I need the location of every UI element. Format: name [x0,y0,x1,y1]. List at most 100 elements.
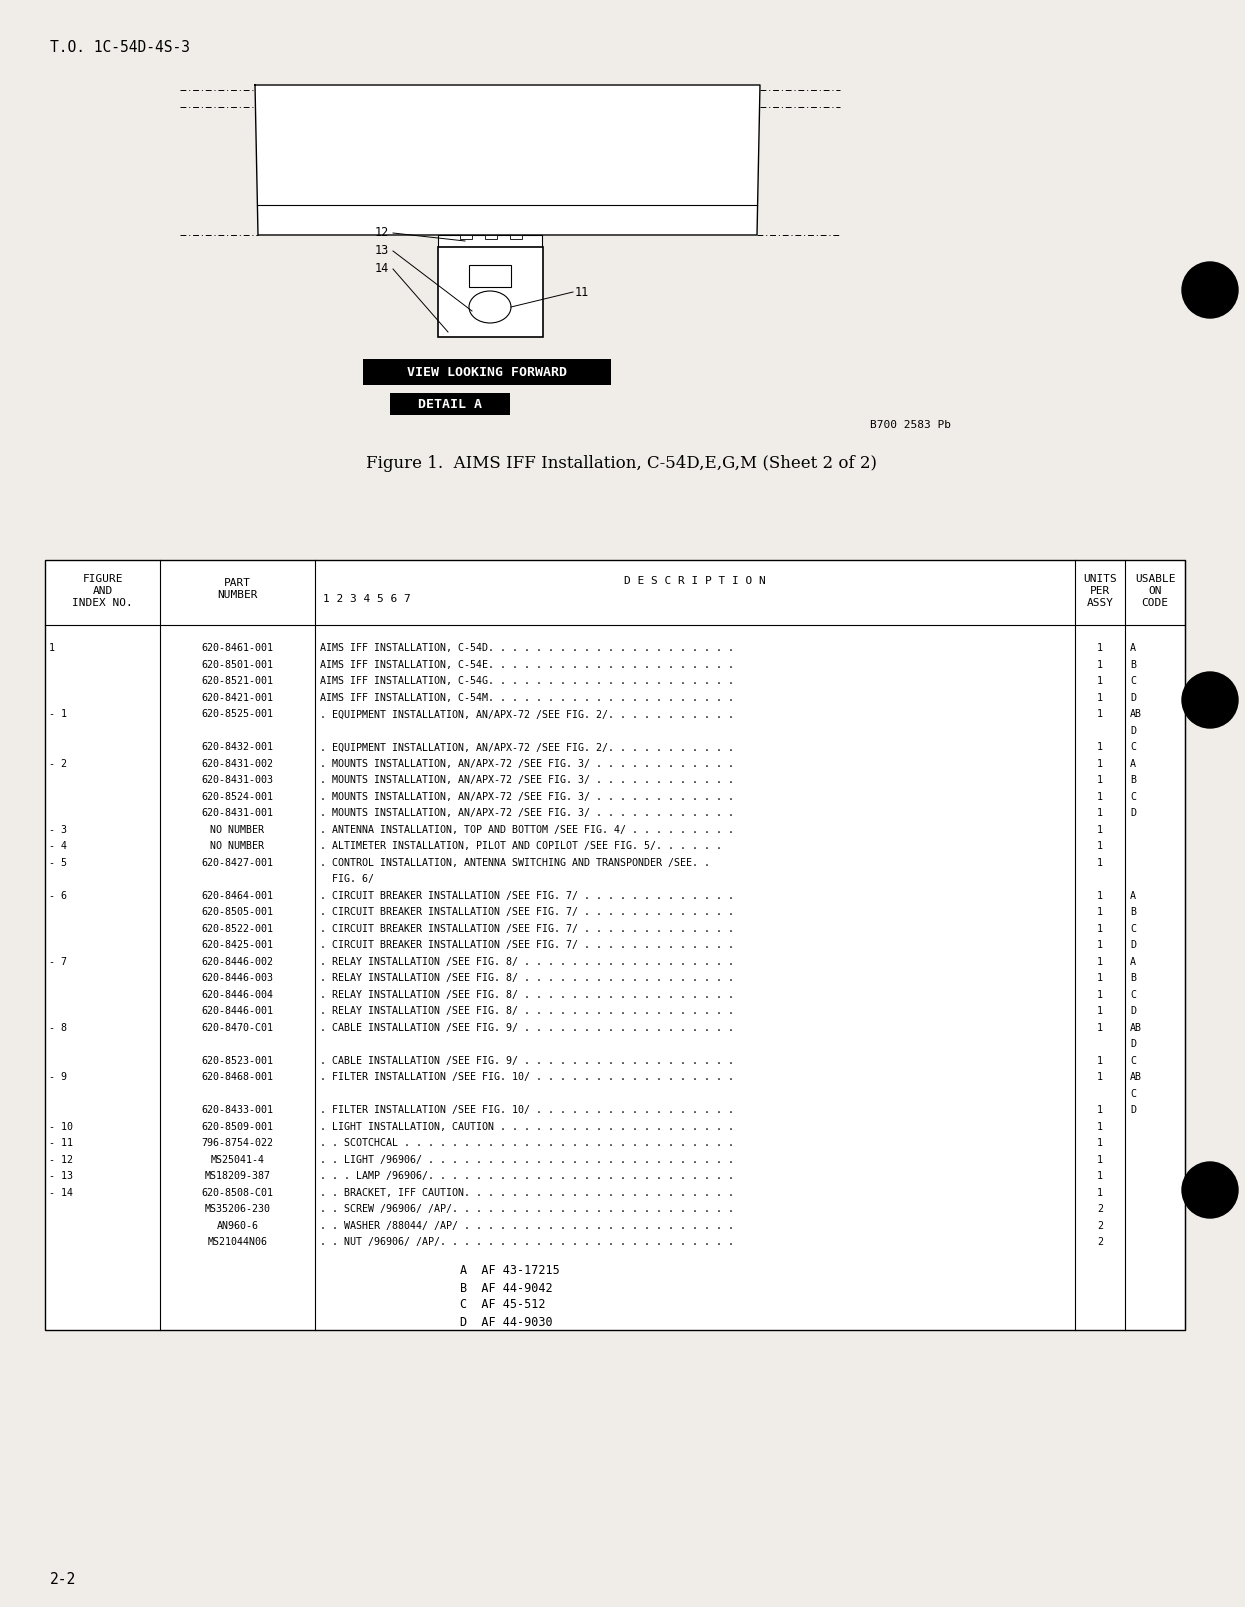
Text: - 3: - 3 [49,824,67,834]
Text: - 11: - 11 [49,1138,73,1149]
Text: C: C [1130,677,1135,686]
Circle shape [1182,1162,1238,1218]
Text: . CIRCUIT BREAKER INSTALLATION /SEE FIG. 7/ . . . . . . . . . . . . .: . CIRCUIT BREAKER INSTALLATION /SEE FIG.… [320,940,735,950]
Bar [459,235,472,239]
Text: 620-8509-001: 620-8509-001 [202,1122,274,1131]
Bar [364,358,611,386]
Text: A: A [1130,890,1135,902]
Text: 620-8446-004: 620-8446-004 [202,990,274,1000]
Text: 620-8431-002: 620-8431-002 [202,759,274,768]
Text: NUMBER: NUMBER [217,590,258,599]
Text: AB: AB [1130,709,1142,720]
Text: 1: 1 [1097,974,1103,983]
Text: B: B [1130,974,1135,983]
Polygon shape [255,85,759,235]
Text: A: A [1130,759,1135,768]
Text: 1: 1 [1097,709,1103,720]
Text: ASSY: ASSY [1087,598,1113,607]
Text: - 10: - 10 [49,1122,73,1131]
Text: . . LIGHT /96906/ . . . . . . . . . . . . . . . . . . . . . . . . . .: . . LIGHT /96906/ . . . . . . . . . . . … [320,1155,735,1165]
Text: 1 2 3 4 5 6 7: 1 2 3 4 5 6 7 [322,595,411,604]
Text: 620-8470-C01: 620-8470-C01 [202,1022,274,1033]
Text: . CONTROL INSTALLATION, ANTENNA SWITCHING AND TRANSPONDER /SEE. .: . CONTROL INSTALLATION, ANTENNA SWITCHIN… [320,858,710,868]
Text: 620-8508-C01: 620-8508-C01 [202,1188,274,1197]
Text: 12: 12 [375,227,390,239]
Bar [438,235,542,247]
Bar [469,265,510,288]
Text: 620-8461-001: 620-8461-001 [202,643,274,654]
Text: 620-8446-002: 620-8446-002 [202,956,274,967]
Text: - 5: - 5 [49,858,67,868]
Text: 620-8432-001: 620-8432-001 [202,742,274,752]
Text: T.O. 1C-54D-4S-3: T.O. 1C-54D-4S-3 [50,40,190,55]
Text: VIEW LOOKING FORWARD: VIEW LOOKING FORWARD [407,365,566,379]
Text: AIMS IFF INSTALLATION, C-54G. . . . . . . . . . . . . . . . . . . . .: AIMS IFF INSTALLATION, C-54G. . . . . . … [320,677,735,686]
Text: A: A [1130,956,1135,967]
Text: 14: 14 [375,262,390,275]
Text: B: B [1130,775,1135,786]
Text: . ALTIMETER INSTALLATION, PILOT AND COPILOT /SEE FIG. 5/. . . . . .: . ALTIMETER INSTALLATION, PILOT AND COPI… [320,840,722,852]
Text: . . SCOTCHCAL . . . . . . . . . . . . . . . . . . . . . . . . . . . .: . . SCOTCHCAL . . . . . . . . . . . . . … [320,1138,735,1149]
Bar [45,559,1185,1331]
Text: C  AF 45-512: C AF 45-512 [459,1298,545,1311]
Text: 1: 1 [1097,824,1103,834]
Text: 1: 1 [1097,775,1103,786]
Text: MS25041-4: MS25041-4 [210,1155,264,1165]
Text: . FILTER INSTALLATION /SEE FIG. 10/ . . . . . . . . . . . . . . . . .: . FILTER INSTALLATION /SEE FIG. 10/ . . … [320,1072,735,1082]
Text: Figure 1.  AIMS IFF Installation, C-54D,E,G,M (Sheet 2 of 2): Figure 1. AIMS IFF Installation, C-54D,E… [366,455,878,472]
Text: AN960-6: AN960-6 [217,1221,259,1231]
Bar [510,235,522,239]
Text: . . . LAMP /96906/. . . . . . . . . . . . . . . . . . . . . . . . . .: . . . LAMP /96906/. . . . . . . . . . . … [320,1172,735,1181]
Text: 1: 1 [1097,759,1103,768]
Text: 1: 1 [1097,890,1103,902]
Text: 1: 1 [1097,940,1103,950]
Text: 1: 1 [1097,1122,1103,1131]
Text: 1: 1 [1097,677,1103,686]
Text: D: D [1130,808,1135,818]
Text: . LIGHT INSTALLATION, CAUTION . . . . . . . . . . . . . . . . . . . .: . LIGHT INSTALLATION, CAUTION . . . . . … [320,1122,735,1131]
Text: 2: 2 [1097,1221,1103,1231]
Text: 1: 1 [1097,1172,1103,1181]
Text: 620-8427-001: 620-8427-001 [202,858,274,868]
Text: - 14: - 14 [49,1188,73,1197]
Text: . RELAY INSTALLATION /SEE FIG. 8/ . . . . . . . . . . . . . . . . . .: . RELAY INSTALLATION /SEE FIG. 8/ . . . … [320,956,735,967]
Text: AB: AB [1130,1022,1142,1033]
Text: - 12: - 12 [49,1155,73,1165]
Text: 1: 1 [1097,840,1103,852]
Text: . . NUT /96906/ /AP/. . . . . . . . . . . . . . . . . . . . . . . . .: . . NUT /96906/ /AP/. . . . . . . . . . … [320,1237,735,1247]
Text: PART: PART [224,579,251,588]
Text: D: D [1130,940,1135,950]
Text: 1: 1 [1097,660,1103,670]
Text: 620-8431-003: 620-8431-003 [202,775,274,786]
Text: . CIRCUIT BREAKER INSTALLATION /SEE FIG. 7/ . . . . . . . . . . . . .: . CIRCUIT BREAKER INSTALLATION /SEE FIG.… [320,908,735,918]
Text: 620-8431-001: 620-8431-001 [202,808,274,818]
Text: 2: 2 [1097,1237,1103,1247]
Text: C: C [1130,1090,1135,1099]
Text: 1: 1 [1097,1072,1103,1082]
Text: . ANTENNA INSTALLATION, TOP AND BOTTOM /SEE FIG. 4/ . . . . . . . . .: . ANTENNA INSTALLATION, TOP AND BOTTOM /… [320,824,735,834]
Text: CODE: CODE [1142,598,1169,607]
Text: . CABLE INSTALLATION /SEE FIG. 9/ . . . . . . . . . . . . . . . . . .: . CABLE INSTALLATION /SEE FIG. 9/ . . . … [320,1022,735,1033]
Text: 1: 1 [1097,742,1103,752]
Text: . . BRACKET, IFF CAUTION. . . . . . . . . . . . . . . . . . . . . . .: . . BRACKET, IFF CAUTION. . . . . . . . … [320,1188,735,1197]
Text: 620-8468-001: 620-8468-001 [202,1072,274,1082]
Text: C: C [1130,990,1135,1000]
Text: 13: 13 [375,244,390,257]
Circle shape [1182,672,1238,728]
Text: - 6: - 6 [49,890,67,902]
Text: AIMS IFF INSTALLATION, C-54E. . . . . . . . . . . . . . . . . . . . .: AIMS IFF INSTALLATION, C-54E. . . . . . … [320,660,735,670]
Text: - 13: - 13 [49,1172,73,1181]
Text: - 8: - 8 [49,1022,67,1033]
Text: B700 2583 Pb: B700 2583 Pb [870,419,951,431]
Text: . RELAY INSTALLATION /SEE FIG. 8/ . . . . . . . . . . . . . . . . . .: . RELAY INSTALLATION /SEE FIG. 8/ . . . … [320,990,735,1000]
Text: 620-8421-001: 620-8421-001 [202,693,274,702]
Text: FIGURE: FIGURE [82,574,123,583]
Text: 620-8446-001: 620-8446-001 [202,1006,274,1016]
Text: 2: 2 [1097,1204,1103,1215]
Text: D E S C R I P T I O N: D E S C R I P T I O N [624,575,766,587]
Text: . MOUNTS INSTALLATION, AN/APX-72 /SEE FIG. 3/ . . . . . . . . . . . .: . MOUNTS INSTALLATION, AN/APX-72 /SEE FI… [320,775,735,786]
Text: 620-8464-001: 620-8464-001 [202,890,274,902]
Text: B  AF 44-9042: B AF 44-9042 [459,1281,553,1295]
Text: 1: 1 [1097,792,1103,802]
Text: 620-8525-001: 620-8525-001 [202,709,274,720]
